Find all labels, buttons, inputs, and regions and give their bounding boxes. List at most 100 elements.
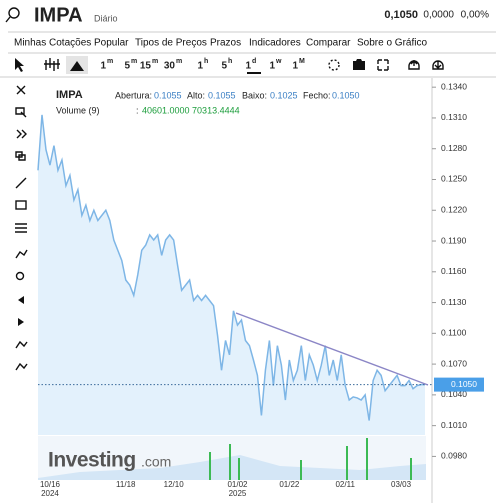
settings-icon[interactable] (328, 59, 340, 71)
menu-item[interactable]: Minhas Cotações (14, 38, 91, 49)
x-tick-label: 01/22 (279, 480, 300, 489)
legend-value: 0.1055 (208, 90, 236, 100)
timeframe-unit[interactable]: m (176, 58, 182, 65)
y-tick-label: 0.1250 (441, 174, 467, 184)
y-tick-label: 0.1130 (441, 297, 467, 307)
legend-symbol: IMPA (56, 89, 83, 101)
menu-item[interactable]: Popular (94, 38, 129, 49)
area-tool[interactable] (70, 61, 84, 71)
cursor-tool[interactable] (15, 58, 24, 72)
watermark: Investing (48, 449, 136, 472)
timeframe[interactable]: 1 (245, 61, 251, 72)
timeframe[interactable]: 15 (140, 61, 152, 72)
search-icon[interactable] (5, 7, 20, 23)
zoom-tool[interactable] (15, 271, 25, 281)
x-tick-label: 03/03 (391, 480, 412, 489)
timeframe-unit[interactable]: h (204, 58, 208, 65)
x-tick-label: 12/10 (164, 480, 185, 489)
menu: Minhas Cotações Popular Tipos de Preços Pra… (14, 38, 427, 49)
menu-item[interactable]: Comparar (306, 38, 351, 49)
last-price-label: 0.1050 (451, 379, 477, 389)
watermark-suffix: .com (141, 454, 171, 470)
trendline-drawing (235, 312, 429, 386)
remove-tool[interactable] (16, 85, 26, 95)
plot: 0.1340 0.1310 0.1280 0.1250 0.1220 0.1190 0.11… (37, 81, 484, 498)
timeframe[interactable]: 30 (164, 61, 176, 72)
y-tick-label: 0.1040 (441, 389, 467, 399)
y-tick-label: 0.0980 (441, 451, 467, 461)
timeframe[interactable]: 5 (221, 61, 227, 72)
y-tick-label: 0.1220 (441, 205, 467, 215)
y-tick-label: 0.1310 (441, 112, 467, 122)
fib-tool[interactable] (15, 223, 27, 233)
legend-label: Alto: (187, 90, 205, 100)
tool[interactable] (15, 151, 26, 161)
legend-value: 0.1050 (332, 90, 360, 100)
volume-values: 40601.0000 70313.4444 (142, 105, 240, 115)
timeframe-unit[interactable]: h (228, 58, 232, 65)
x-tick-label: 01/02 (227, 480, 248, 489)
tool[interactable] (16, 129, 27, 139)
legend-label: Abertura: (115, 90, 152, 100)
price: 0,1050 (384, 9, 418, 21)
fullscreen-icon[interactable] (377, 59, 389, 71)
y-tick-label: 0.1190 (441, 235, 467, 245)
x-tick-sublabel: 2024 (41, 489, 59, 498)
rect-tool[interactable] (15, 200, 27, 210)
timeframe-unit[interactable]: d (252, 58, 256, 65)
tool[interactable] (15, 340, 28, 349)
period: Diário (94, 13, 118, 23)
price-area (38, 114, 425, 436)
menu-item[interactable]: Prazos (210, 38, 241, 49)
timeframe-unit[interactable]: m (152, 58, 158, 65)
timeframe[interactable]: 1 (269, 61, 275, 72)
menu-item[interactable]: Indicadores (249, 38, 301, 49)
timeframe[interactable]: 1 (292, 61, 298, 72)
timeframe-unit[interactable]: M (299, 58, 305, 65)
price-line (37, 114, 425, 421)
menu-item[interactable]: Sobre o Gráfico (357, 38, 427, 49)
legend: IMPA Abertura: 0.1055 Alto: 0.1055 Baixo… (56, 89, 360, 115)
legend-value: 0.1025 (270, 90, 298, 100)
last-price-tag (434, 377, 484, 392)
selected-underline (247, 72, 261, 74)
legend-value: 0.1055 (154, 90, 182, 100)
timeframe[interactable]: 1 (100, 61, 106, 72)
timeframe[interactable]: 1 (197, 61, 203, 72)
timeframes: 1 m 5 m 15 m 30 m 1 h 5 h 1 d 1 w 1 M (100, 58, 305, 72)
tool[interactable] (15, 362, 28, 371)
y-tick-label: 0.1070 (441, 358, 467, 368)
tool[interactable] (15, 249, 28, 259)
x-tick-sublabel: 2025 (229, 489, 247, 498)
legend-label: Fecho: (303, 90, 331, 100)
menu-item[interactable]: Tipos de Preços (135, 38, 207, 49)
timeframe-unit[interactable]: m (107, 58, 113, 65)
volume-label: Volume (9) (56, 105, 100, 115)
tool[interactable] (15, 107, 27, 118)
camera-icon[interactable] (353, 59, 365, 70)
bars-tool[interactable] (44, 58, 60, 71)
x-tick-label: 02/11 (335, 480, 355, 489)
cloud-save-icon[interactable] (408, 60, 420, 70)
timeframe[interactable]: 5 (124, 61, 130, 72)
timeframe-unit[interactable]: w (275, 58, 282, 65)
y-tick-label: 0.1280 (441, 143, 467, 153)
y-tick-label: 0.1010 (441, 420, 467, 430)
volume-spikes (209, 438, 412, 480)
symbol: IMPA (34, 4, 83, 26)
change: 0,0000 (423, 10, 454, 21)
drawing-tools (15, 85, 28, 371)
volume-area (38, 455, 426, 480)
x-tick-label: 10/16 (40, 480, 61, 489)
tool[interactable] (18, 318, 24, 326)
tool[interactable] (18, 296, 24, 304)
toolbar: 1 m 5 m 15 m 30 m 1 h 5 h 1 d 1 w 1 M (15, 56, 444, 74)
cloud-load-icon[interactable] (432, 60, 444, 70)
trendline-tool[interactable] (15, 177, 27, 189)
volume-sep: : (136, 105, 139, 115)
y-tick-label: 0.1340 (441, 81, 467, 91)
y-tick-label: 0.1160 (441, 266, 467, 276)
timeframe-unit[interactable]: m (131, 58, 137, 65)
y-tick-label: 0.1100 (441, 328, 467, 338)
